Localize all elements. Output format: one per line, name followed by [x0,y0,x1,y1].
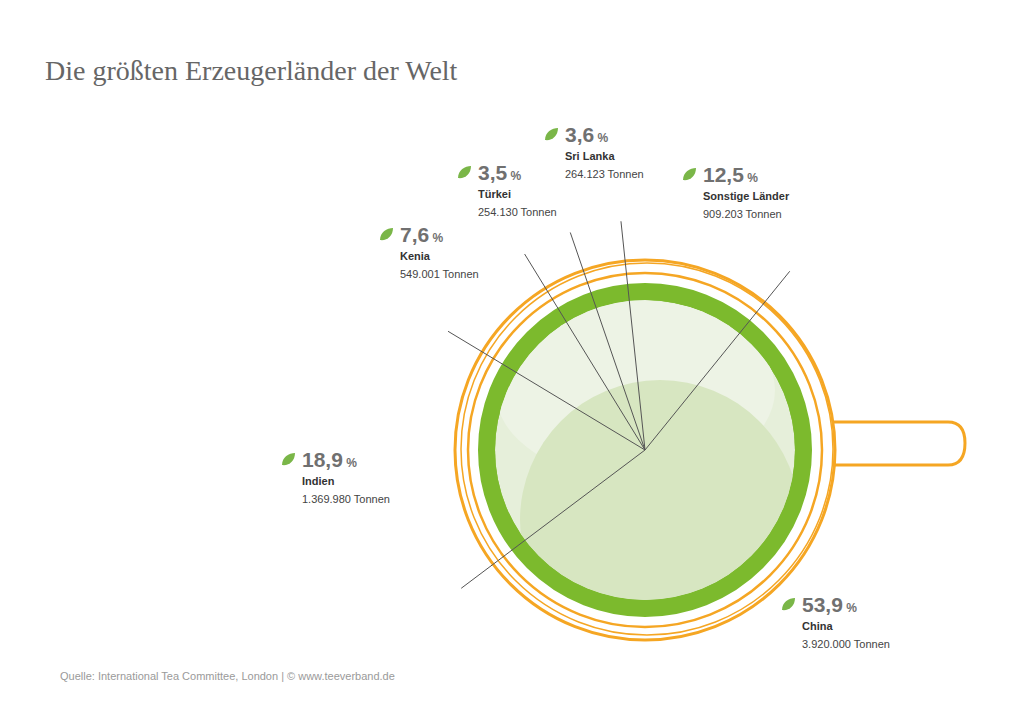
svg-text:Türkei: Türkei [478,188,511,200]
svg-text:909.203 Tonnen: 909.203 Tonnen [703,208,782,220]
svg-text:53,9 %: 53,9 % [802,593,857,616]
svg-text:China: China [802,620,833,632]
svg-text:12,5 %: 12,5 % [703,163,758,186]
svg-text:18,9 %: 18,9 % [302,448,357,471]
svg-text:Kenia: Kenia [400,250,431,262]
svg-text:549.001 Tonnen: 549.001 Tonnen [400,268,479,280]
svg-text:Sonstige Länder: Sonstige Länder [703,190,790,202]
svg-text:Indien: Indien [302,475,335,487]
svg-text:264.123 Tonnen: 264.123 Tonnen [565,168,644,180]
svg-text:1.369.980 Tonnen: 1.369.980 Tonnen [302,493,390,505]
svg-text:Sri Lanka: Sri Lanka [565,150,615,162]
svg-text:3,5 %: 3,5 % [478,161,522,184]
svg-text:254.130 Tonnen: 254.130 Tonnen [478,206,557,218]
svg-text:Quelle: International Tea Comm: Quelle: International Tea Committee, Lon… [60,670,395,682]
svg-text:7,6 %: 7,6 % [400,223,444,246]
svg-text:Die größten Erzeugerländer der: Die größten Erzeugerländer der Welt [45,55,458,86]
svg-text:3.920.000 Tonnen: 3.920.000 Tonnen [802,638,890,650]
svg-text:3,6 %: 3,6 % [565,123,609,146]
